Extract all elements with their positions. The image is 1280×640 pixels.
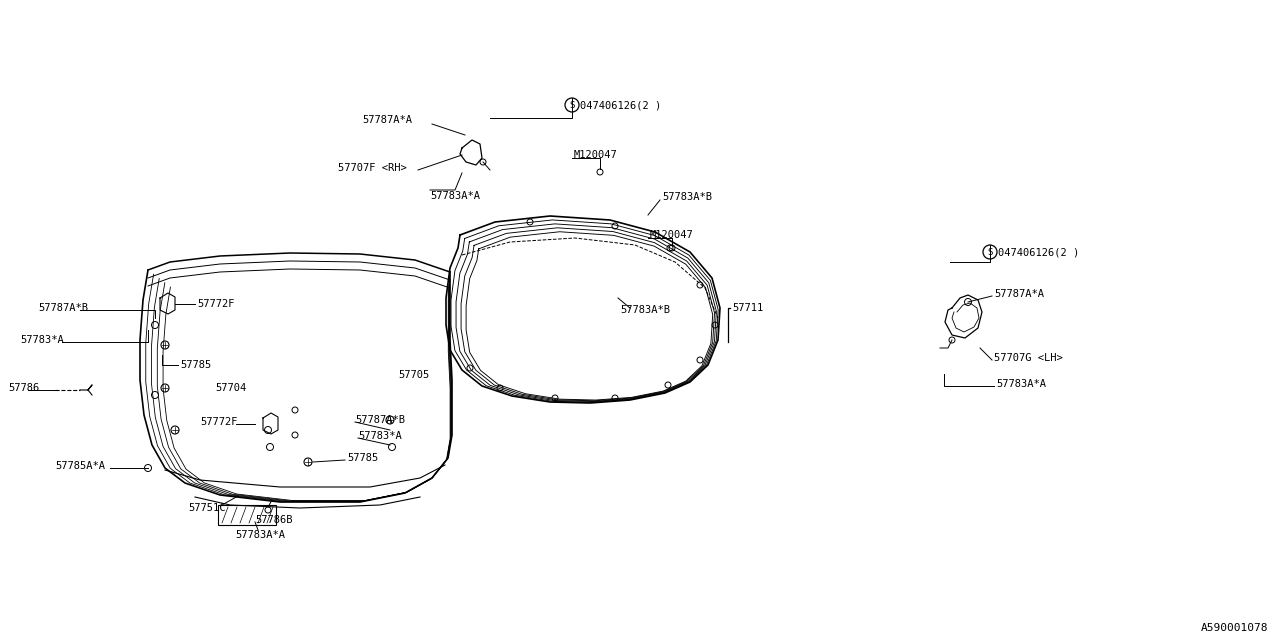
Text: 047406126(2 ): 047406126(2 ) (580, 100, 662, 110)
Text: 57786B: 57786B (255, 515, 293, 525)
Text: 57711: 57711 (732, 303, 763, 313)
Text: 57707G <LH>: 57707G <LH> (995, 353, 1062, 363)
Text: 57783A*A: 57783A*A (996, 379, 1046, 389)
Text: M120047: M120047 (573, 150, 618, 160)
Text: 57783*A: 57783*A (358, 431, 402, 441)
Text: 57783A*B: 57783A*B (620, 305, 669, 315)
Text: 57704: 57704 (215, 383, 246, 393)
Text: 57787A*A: 57787A*A (362, 115, 412, 125)
Text: 57705: 57705 (398, 370, 429, 380)
Text: 57785: 57785 (347, 453, 379, 463)
Text: A590001078: A590001078 (1201, 623, 1268, 633)
Text: 57783A*A: 57783A*A (430, 191, 480, 201)
Text: S: S (987, 248, 993, 257)
Text: 57785A*A: 57785A*A (55, 461, 105, 471)
Text: S: S (570, 100, 575, 109)
Text: 57786: 57786 (8, 383, 40, 393)
Text: 57783A*A: 57783A*A (236, 530, 285, 540)
Text: 57772F: 57772F (200, 417, 238, 427)
Text: 047406126(2 ): 047406126(2 ) (998, 247, 1079, 257)
Text: 57772F: 57772F (197, 299, 234, 309)
Bar (218, 505, 276, 525)
Text: 57783A*B: 57783A*B (662, 192, 712, 202)
Text: 57787A*A: 57787A*A (995, 289, 1044, 299)
Text: 57751C: 57751C (188, 503, 225, 513)
Text: 57787A*B: 57787A*B (38, 303, 88, 313)
Text: 57787A*B: 57787A*B (355, 415, 404, 425)
Text: 57707F <RH>: 57707F <RH> (338, 163, 407, 173)
Text: 57785: 57785 (180, 360, 211, 370)
Text: 57783*A: 57783*A (20, 335, 64, 345)
Text: M120047: M120047 (650, 230, 694, 240)
